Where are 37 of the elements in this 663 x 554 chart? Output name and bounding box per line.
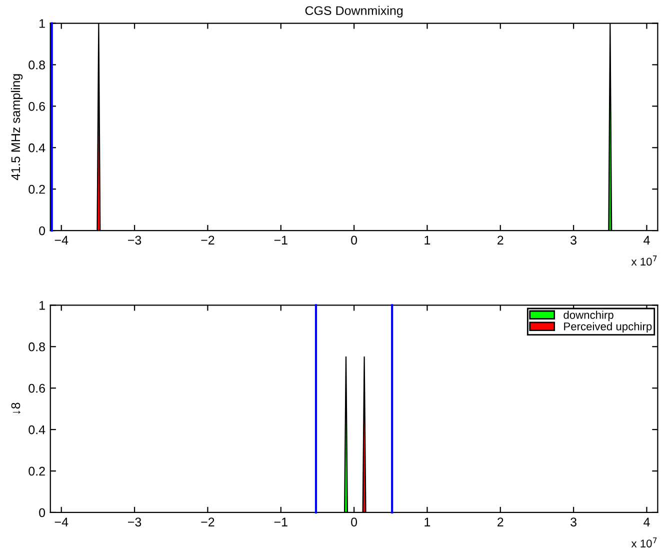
y-tick-label: 1: [40, 301, 45, 310]
x-tick-label: 1: [424, 518, 430, 526]
text: x 10$^{7}$: [631, 256, 657, 266]
y-tick-label: 0: [39, 508, 46, 518]
x-tick-label: 2: [498, 236, 504, 244]
y-tick-label: 0.8: [28, 60, 45, 70]
y-axis-title: ↓8: [11, 402, 20, 414]
y-tick-label: 0.8: [28, 342, 45, 352]
legend-label: downchirp: [564, 310, 614, 322]
y-tick-label: 0.4: [28, 425, 46, 434]
text: x 10$^{7}$: [631, 537, 657, 548]
chart-title: CGS Downmixing: [305, 6, 403, 18]
x-tick-label: 0: [351, 518, 358, 526]
x-tick-label: −3: [128, 518, 142, 526]
x-tick-label: −2: [201, 518, 214, 526]
x-tick-label: −1: [274, 236, 288, 244]
y-tick-label: 0.2: [28, 466, 45, 476]
y-axis-title: 41.5 MHz sampling: [10, 74, 23, 180]
y-tick-label: 0.6: [28, 384, 45, 393]
x-tick-label: −3: [128, 236, 142, 245]
x-tick-label: 3: [570, 236, 576, 245]
x-tick-label: 3: [570, 518, 576, 526]
x-tick-label: 2: [498, 518, 504, 526]
y-tick-label: 0.6: [28, 102, 45, 111]
y-tick-label: 0.2: [28, 184, 45, 194]
x-tick-label: 1: [424, 236, 430, 244]
x-tick-label: 4: [644, 236, 650, 244]
x-tick-label: −2: [201, 236, 214, 244]
x-tick-label: 4: [644, 518, 650, 526]
legend-label: Perceived upchirp: [564, 322, 652, 333]
y-tick-label: 0: [39, 226, 46, 236]
x-tick-label: −1: [274, 518, 288, 526]
y-tick-label: 1: [40, 19, 45, 28]
y-tick-label: 0.4: [28, 143, 46, 152]
x-tick-label: −4: [54, 518, 68, 526]
x-tick-label: 0: [351, 236, 358, 245]
x-tick-label: −4: [54, 236, 68, 244]
